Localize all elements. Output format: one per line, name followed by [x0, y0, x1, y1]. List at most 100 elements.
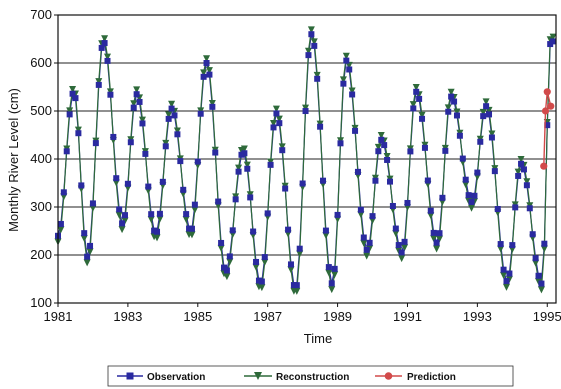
- reconstruction-point: [156, 215, 164, 223]
- observation-point: [293, 282, 300, 289]
- observation-point: [212, 149, 219, 156]
- reconstruction-point: [104, 53, 112, 61]
- observation-point: [491, 168, 498, 175]
- reconstruction-point: [205, 67, 213, 75]
- reconstruction-point: [69, 86, 77, 94]
- y-tick-label: 100: [30, 295, 52, 310]
- observation-point: [541, 240, 548, 247]
- observation-point: [523, 182, 530, 189]
- observation-point: [200, 73, 207, 80]
- observation-point: [433, 239, 440, 246]
- reconstruction-point: [433, 245, 441, 253]
- prediction-point: [543, 88, 551, 96]
- reconstruction-point: [453, 108, 461, 116]
- reconstruction-point: [502, 283, 510, 291]
- reconstruction-point: [345, 61, 353, 69]
- observation-point: [218, 239, 225, 246]
- observation-point: [477, 138, 484, 145]
- observation-point: [544, 122, 551, 129]
- x-tick-label: 1993: [463, 309, 492, 324]
- reconstruction-point: [468, 204, 476, 212]
- observation-point: [282, 185, 289, 192]
- observation-point: [520, 166, 527, 173]
- observation-point: [235, 168, 242, 175]
- observation-point: [419, 115, 426, 122]
- observation-point: [156, 210, 163, 217]
- reconstruction-point: [412, 84, 420, 91]
- legend-item-reconstruction: Reconstruction: [244, 372, 349, 383]
- y-tick-label: 400: [30, 151, 52, 166]
- observation-point: [124, 180, 131, 187]
- reconstruction-point: [549, 33, 557, 41]
- observation-point: [60, 189, 67, 196]
- observation-point: [314, 75, 321, 82]
- reconstruction-point: [112, 179, 120, 187]
- observation-point: [95, 81, 102, 88]
- observation-point: [331, 265, 338, 272]
- observation-point: [509, 242, 516, 249]
- observation-point: [439, 194, 446, 201]
- observation-point: [104, 57, 111, 64]
- reconstruction-point: [296, 250, 304, 258]
- observation-point: [352, 127, 359, 134]
- reconstruction-point: [331, 271, 339, 279]
- observation-point: [209, 103, 216, 110]
- observation-point: [69, 90, 76, 97]
- x-tick-label: 1995: [533, 309, 561, 324]
- observation-point: [378, 136, 385, 143]
- y-axis-title: Monthly River Level (cm): [6, 88, 21, 232]
- observation-point: [287, 261, 294, 268]
- reconstruction-point: [86, 248, 94, 256]
- observation-point: [285, 226, 292, 233]
- observation-point: [133, 91, 140, 98]
- observation-point: [276, 120, 283, 127]
- reconstruction-point: [540, 245, 548, 253]
- reconstruction-point: [203, 55, 211, 63]
- observation-point: [305, 52, 312, 59]
- observation-point: [456, 132, 463, 139]
- observation-point: [445, 108, 452, 115]
- observation-point: [459, 155, 466, 162]
- reconstruction-point: [89, 204, 97, 212]
- observation-point: [401, 238, 408, 245]
- x-tick-label: 1983: [113, 309, 142, 324]
- observation-point: [424, 177, 431, 184]
- reconstruction-point: [118, 226, 126, 234]
- observation-point: [130, 104, 137, 111]
- reconstruction-point: [462, 181, 470, 189]
- reconstruction-point: [182, 216, 190, 224]
- observation-point: [241, 150, 248, 157]
- observation-point: [136, 98, 143, 105]
- reconstruction-point: [138, 116, 146, 124]
- observation-point: [203, 60, 210, 66]
- observation-point: [215, 198, 222, 205]
- observation-point: [168, 105, 175, 112]
- x-axis-title: Time: [304, 331, 332, 346]
- reconstruction-point: [95, 78, 103, 86]
- observation-point: [279, 147, 286, 154]
- observation-point: [322, 227, 329, 234]
- observation-point: [78, 182, 85, 189]
- legend-reconstruction-marker: [254, 372, 262, 380]
- reconstruction-point: [430, 235, 438, 243]
- reconstruction-point: [497, 245, 505, 253]
- reconstruction-point: [275, 115, 283, 123]
- observation-point: [159, 178, 166, 185]
- observation-point: [250, 228, 257, 235]
- reconstruction-point: [409, 101, 417, 109]
- observation-point: [148, 211, 155, 218]
- y-tick-label: 600: [30, 55, 52, 70]
- reconstruction-point: [447, 88, 455, 96]
- observation-point: [381, 142, 388, 149]
- reconstruction-point: [401, 244, 409, 252]
- legend-prediction-label: Prediction: [407, 372, 456, 383]
- reconstruction-point: [436, 235, 444, 243]
- observation-point: [261, 254, 268, 261]
- observation-point: [442, 147, 449, 154]
- reconstruction-point: [278, 143, 286, 151]
- reconstruction-point: [168, 100, 176, 108]
- observation-point: [471, 192, 478, 199]
- observation-point: [486, 111, 493, 118]
- observation-point: [139, 120, 146, 127]
- reconstruction-point: [325, 269, 333, 277]
